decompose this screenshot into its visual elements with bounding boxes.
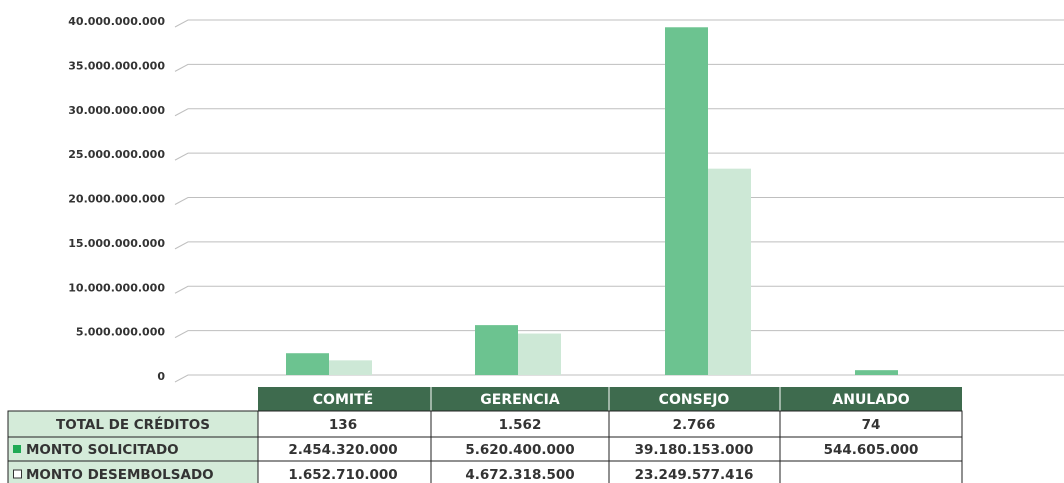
y-tick-label: 10.000.000.000 <box>68 281 165 294</box>
table-cell <box>430 436 610 462</box>
table-cell <box>779 460 963 483</box>
x-tick-label: CONSEJO <box>659 392 730 408</box>
table-cell <box>779 436 963 462</box>
cell-value: 2.454.320.000 <box>288 442 397 458</box>
bar <box>665 27 708 375</box>
y-tick-label: 30.000.000.000 <box>68 104 165 117</box>
table-cell <box>779 410 963 438</box>
x-tick-label: ANULADO <box>832 392 909 408</box>
grid-line <box>174 285 1064 294</box>
cell-value: 544.605.000 <box>824 442 919 458</box>
cell-value: 1.652.710.000 <box>288 467 397 483</box>
table-cell <box>608 410 781 438</box>
y-tick-label: 0 <box>157 370 165 383</box>
grid-line <box>174 197 1064 205</box>
cell-value: 136 <box>329 417 357 433</box>
grid-line <box>174 374 1064 383</box>
x-tick-label: GERENCIA <box>480 392 560 408</box>
y-tick-label: 5.000.000.000 <box>76 326 165 339</box>
y-tick-label: 35.000.000.000 <box>68 59 165 72</box>
y-tick-label: 20.000.000.000 <box>68 193 165 206</box>
bar <box>475 325 518 375</box>
cell-value: 23.249.577.416 <box>635 467 754 483</box>
grid-line <box>174 330 1064 339</box>
row-label: TOTAL DE CRÉDITOS <box>56 416 210 433</box>
grid-line <box>174 19 1064 28</box>
grid-line <box>174 63 1064 72</box>
legend-swatch <box>13 469 22 479</box>
cell-value: 2.766 <box>673 417 716 433</box>
table-cell <box>257 436 432 462</box>
y-tick-label: 40.000.000.000 <box>68 15 165 28</box>
cell-value: 39.180.153.000 <box>635 442 754 458</box>
cell-value: 4.672.318.500 <box>465 467 574 483</box>
cell-value: 74 <box>862 417 881 433</box>
bar <box>708 168 751 375</box>
row-label-cell <box>7 436 259 462</box>
y-tick-label: 15.000.000.000 <box>68 237 165 250</box>
row-label: MONTO DESEMBOLSADO <box>26 467 214 483</box>
bar <box>518 333 561 375</box>
bar <box>286 353 329 375</box>
table-header <box>258 387 962 411</box>
bar <box>855 370 898 375</box>
bar <box>329 360 372 375</box>
row-label: MONTO SOLICITADO <box>26 442 179 458</box>
y-tick-label: 25.000.000.000 <box>68 148 165 161</box>
grid-line <box>174 241 1064 250</box>
grid-line <box>174 152 1064 161</box>
x-tick-label: COMITÉ <box>313 391 373 408</box>
grid-line <box>174 108 1064 117</box>
cell-value: 5.620.400.000 <box>465 442 574 458</box>
cell-value: 1.562 <box>499 417 542 433</box>
legend-swatch <box>13 445 21 453</box>
